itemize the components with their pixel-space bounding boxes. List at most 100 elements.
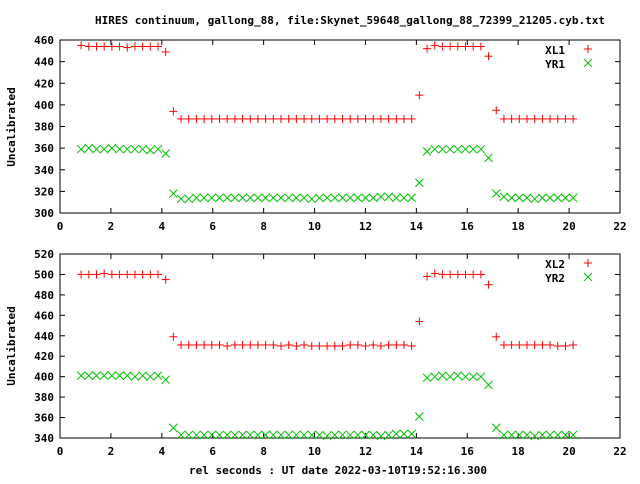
data-point-xl1 — [407, 114, 416, 123]
y-tick-label: 440 — [34, 56, 54, 69]
data-point-xl1 — [499, 114, 508, 123]
data-point-xl2 — [438, 270, 447, 279]
x-tick-label: 12 — [359, 220, 372, 233]
data-point-yr2 — [368, 430, 378, 440]
x-tick-label: 10 — [308, 445, 321, 458]
data-point-xl2 — [184, 340, 193, 349]
y-tick-label: 400 — [34, 99, 54, 112]
data-point-xl2 — [115, 270, 124, 279]
data-point-xl2 — [284, 340, 293, 349]
data-point-yr1 — [422, 147, 432, 156]
bottom-y-axis-label: Uncalibrated — [5, 306, 18, 385]
data-point-xl1 — [130, 42, 139, 51]
data-point-xl1 — [392, 114, 401, 123]
data-point-yr2 — [307, 430, 317, 440]
data-point-yr1 — [215, 193, 224, 203]
data-point-yr2 — [553, 430, 563, 440]
data-point-yr2 — [384, 430, 393, 440]
data-point-yr2 — [391, 429, 401, 439]
data-point-yr2 — [338, 430, 347, 440]
data-point-yr2 — [176, 430, 186, 440]
data-point-yr1 — [545, 193, 555, 203]
data-point-xl1 — [269, 114, 278, 123]
data-point-xl2 — [138, 270, 147, 279]
data-point-xl1 — [92, 42, 101, 51]
data-point-yr1 — [499, 192, 509, 202]
data-point-xl2 — [361, 342, 370, 350]
data-point-xl1 — [284, 114, 293, 123]
data-point-yr1 — [407, 193, 417, 203]
data-point-xl2 — [515, 340, 524, 349]
data-point-yr2 — [169, 423, 178, 433]
data-point-xl2 — [369, 340, 378, 349]
legend-label-xl1: XL1 — [545, 44, 565, 57]
data-point-xl1 — [515, 114, 524, 123]
data-point-xl1 — [492, 106, 501, 115]
data-point-xl2 — [461, 270, 470, 279]
data-point-yr2 — [445, 372, 455, 382]
data-point-xl2 — [553, 342, 562, 350]
data-point-xl2 — [315, 342, 324, 350]
data-point-yr1 — [507, 193, 516, 203]
data-point-xl1 — [330, 114, 339, 123]
data-point-xl2 — [407, 342, 416, 350]
data-point-xl2 — [215, 340, 224, 349]
x-tick-label: 4 — [159, 220, 166, 233]
data-point-xl1 — [230, 114, 239, 123]
data-point-xl1 — [538, 114, 547, 123]
data-point-xl2 — [84, 270, 93, 279]
x-tick-label: 16 — [461, 445, 475, 458]
data-point-xl2 — [492, 332, 501, 341]
data-point-yr2 — [92, 371, 101, 380]
data-point-yr1 — [222, 193, 232, 203]
data-point-xl1 — [200, 114, 209, 123]
data-point-yr1 — [538, 193, 547, 203]
data-point-yr1 — [76, 144, 86, 154]
data-point-xl1 — [430, 41, 439, 50]
data-point-xl2 — [430, 269, 439, 278]
x-tick-label: 18 — [512, 445, 525, 458]
data-point-yr2 — [268, 430, 278, 440]
data-point-xl1 — [161, 47, 170, 56]
data-point-xl2 — [399, 340, 408, 349]
data-point-xl2 — [446, 270, 455, 279]
data-point-yr1 — [184, 194, 194, 204]
data-point-xl1 — [77, 41, 86, 50]
data-point-yr2 — [476, 372, 486, 382]
data-point-yr1 — [230, 193, 240, 203]
data-point-xl1 — [100, 42, 109, 51]
data-point-xl2 — [323, 342, 332, 350]
y-tick-label: 460 — [34, 309, 54, 322]
data-point-xl2 — [330, 342, 339, 350]
data-point-yr1 — [207, 193, 217, 203]
data-point-xl2 — [307, 342, 316, 350]
data-point-yr1 — [376, 192, 386, 202]
data-point-yr1 — [491, 189, 501, 198]
data-point-xl1 — [376, 114, 385, 123]
data-point-xl1 — [146, 42, 155, 51]
x-tick-label: 2 — [108, 220, 115, 233]
data-point-yr1 — [476, 144, 486, 154]
data-point-yr1 — [161, 149, 171, 158]
data-point-xl2 — [223, 342, 232, 350]
data-point-xl2 — [107, 270, 116, 279]
data-point-yr1 — [468, 144, 478, 154]
top-y-axis-label: Uncalibrated — [5, 87, 18, 166]
data-point-yr2 — [192, 430, 201, 440]
data-point-xl2 — [346, 340, 355, 349]
data-point-yr1 — [445, 144, 455, 154]
data-point-yr1 — [514, 193, 524, 203]
data-point-xl1 — [177, 114, 186, 123]
data-point-xl1 — [469, 42, 478, 51]
data-point-xl2 — [207, 340, 216, 349]
data-point-yr1 — [299, 193, 309, 203]
data-point-yr1 — [438, 144, 447, 154]
data-point-xl2 — [253, 340, 262, 349]
data-point-yr1 — [322, 193, 332, 203]
data-point-yr2 — [507, 430, 516, 440]
x-tick-label: 6 — [209, 445, 216, 458]
data-point-xl2 — [77, 270, 86, 279]
data-point-yr1 — [330, 193, 340, 203]
data-point-yr1 — [115, 144, 124, 154]
data-point-yr2 — [315, 430, 324, 440]
